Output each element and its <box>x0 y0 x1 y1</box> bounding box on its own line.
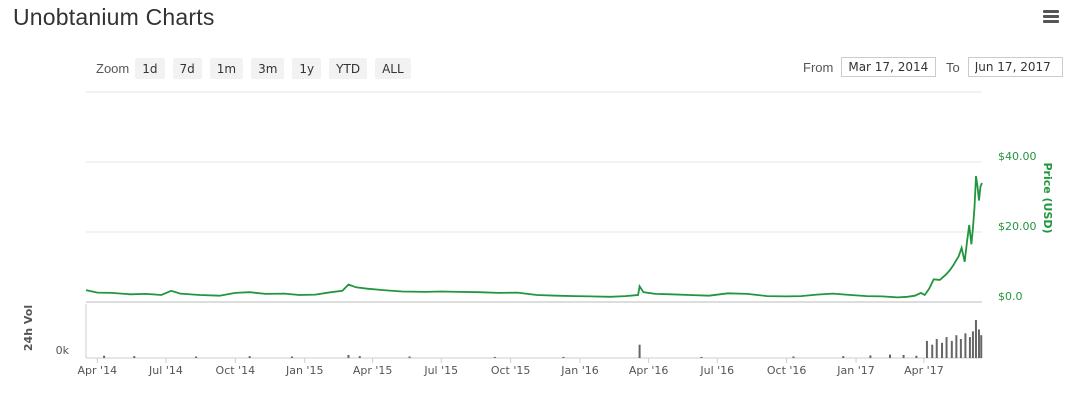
zoom-1m-button[interactable]: 1m <box>209 58 244 79</box>
volume-bar <box>931 344 934 358</box>
volume-bar <box>408 356 411 358</box>
x-tick-label: Jan '15 <box>285 364 323 377</box>
volume-bar <box>955 335 958 358</box>
volume-bar <box>964 333 967 358</box>
x-tick-label: Jul '16 <box>699 364 734 377</box>
zoom-label: Zoom <box>96 61 130 76</box>
volume-bar <box>950 340 953 358</box>
price-series-line <box>85 175 983 299</box>
volume-bar <box>977 329 980 358</box>
volume-bar <box>248 356 251 358</box>
y-tick-label: $20.00 <box>998 220 1037 233</box>
volume-bar <box>971 331 974 358</box>
volume-bar <box>195 356 198 358</box>
y-axis-label: Price (USD) <box>1041 162 1054 233</box>
volume-bar <box>945 337 948 358</box>
volume-bar <box>925 340 928 358</box>
to-label: To <box>946 59 960 75</box>
volume-bar <box>103 355 106 358</box>
x-tick-label: Jan '17 <box>836 364 874 377</box>
volume-bar <box>792 356 795 358</box>
volume-bar <box>347 354 350 358</box>
volume-bar <box>638 344 641 358</box>
volume-bar <box>493 356 496 358</box>
to-date-input[interactable] <box>967 57 1063 77</box>
x-tick-label: Oct '15 <box>491 364 531 377</box>
zoom-1y-button[interactable]: 1y <box>292 58 322 79</box>
date-range-from: From <box>803 57 937 77</box>
zoom-7d-button[interactable]: 7d <box>172 58 202 79</box>
zoom-1d-button[interactable]: 1d <box>135 58 165 79</box>
volume-bar <box>700 356 703 358</box>
volume-bar <box>562 356 565 358</box>
y-tick-label: $0.0 <box>998 290 1023 303</box>
volume-bar <box>902 354 905 358</box>
volume-bar <box>968 337 971 358</box>
volume-bar <box>290 356 293 358</box>
x-tick-label: Jan '16 <box>560 364 598 377</box>
from-date-input[interactable] <box>841 57 937 77</box>
volume-bar <box>915 355 918 358</box>
x-axis-ticks: Apr '14 Jul '14 Oct '14 Jan '15 Apr '15 Jul '… <box>78 358 944 377</box>
x-tick-label: Apr '15 <box>353 364 393 377</box>
chart-grid <box>86 91 982 303</box>
zoom-ytd-button[interactable]: YTD <box>329 58 368 79</box>
x-tick-label: Apr '17 <box>904 364 944 377</box>
volume-bars <box>103 320 983 358</box>
zoom-3m-button[interactable]: 3m <box>251 58 285 79</box>
x-tick-label: Apr '14 <box>78 364 118 377</box>
volume-axis-label: 24h Vol <box>22 305 35 351</box>
volume-bar <box>974 320 977 358</box>
x-tick-label: Jul '15 <box>423 364 458 377</box>
volume-bar <box>869 355 872 358</box>
volume-bar <box>959 339 962 358</box>
volume-bar <box>941 342 944 358</box>
page-title: Unobtanium Charts <box>13 4 215 30</box>
zoom-bar: Zoom 1d 7d 1m 3m 1y YTD ALL <box>96 58 419 79</box>
volume-tick-label: 0k <box>56 344 70 357</box>
zoom-all-button[interactable]: ALL <box>375 58 411 79</box>
volume-bar <box>842 356 845 358</box>
date-range-to: To <box>946 57 1063 77</box>
volume-bar <box>888 354 891 358</box>
volume-bar <box>980 335 983 358</box>
x-tick-label: Apr '16 <box>629 364 669 377</box>
x-tick-label: Jul '14 <box>148 364 183 377</box>
from-label: From <box>803 59 834 75</box>
y-axis-ticks: $0.0 $20.00 $40.00 <box>998 150 1037 303</box>
hamburger-menu-icon[interactable] <box>1043 10 1059 24</box>
volume-axis <box>85 304 982 359</box>
volume-bar <box>935 339 938 358</box>
y-tick-label: $40.00 <box>998 150 1037 163</box>
x-tick-label: Oct '14 <box>216 364 256 377</box>
volume-bar <box>133 356 136 358</box>
x-tick-label: Oct '16 <box>767 364 807 377</box>
volume-bar <box>358 356 361 358</box>
